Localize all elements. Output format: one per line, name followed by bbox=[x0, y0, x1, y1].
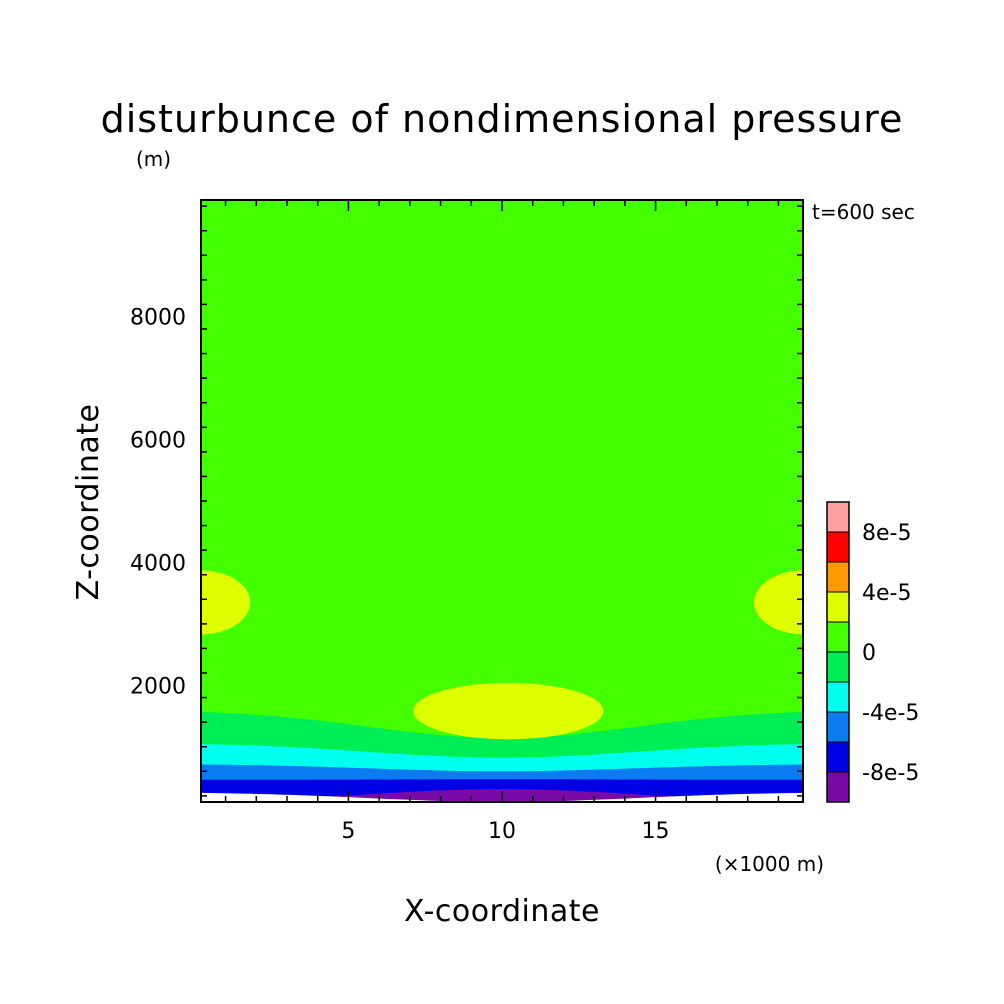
colorbar-segment bbox=[826, 501, 850, 533]
colorbar-segment bbox=[826, 591, 850, 623]
colorbar-labels: -8e-5 -4e-5 0 4e-5 8e-5 bbox=[862, 521, 919, 786]
colorbar-segment bbox=[826, 741, 850, 773]
y-tick-label: 6000 bbox=[130, 429, 186, 454]
axis-ticks bbox=[201, 200, 803, 802]
contour-band bbox=[201, 792, 803, 802]
time-label: t=600 sec bbox=[812, 200, 915, 224]
colorbar-label: 0 bbox=[862, 641, 876, 666]
colorbar-segment bbox=[826, 651, 850, 683]
colorbar-label: 4e-5 bbox=[862, 581, 911, 606]
x-axis-label: X-coordinate bbox=[404, 894, 600, 929]
colorbar-frame bbox=[826, 501, 850, 803]
contour-regions bbox=[201, 570, 803, 740]
contour-region bbox=[753, 570, 803, 635]
colorbar-segment bbox=[826, 771, 850, 803]
plot-area bbox=[201, 200, 803, 802]
colorbar-segment bbox=[826, 681, 850, 713]
colorbar-segment bbox=[826, 561, 850, 593]
y-tick-label: 2000 bbox=[130, 674, 186, 699]
colorbar-segment bbox=[826, 531, 850, 563]
colorbar-segment bbox=[826, 621, 850, 653]
x-tick-labels: 5 10 15 bbox=[341, 819, 669, 844]
x-tick-label: 15 bbox=[642, 819, 670, 844]
x-tick-label: 5 bbox=[341, 819, 355, 844]
colorbar-label: 8e-5 bbox=[862, 521, 911, 546]
contour-region bbox=[412, 682, 604, 740]
colorbar-label: -4e-5 bbox=[862, 701, 919, 726]
y-tick-labels: 2000 4000 6000 8000 bbox=[130, 306, 186, 700]
y-axis-label: Z-coordinate bbox=[71, 404, 106, 601]
x-tick-label: 10 bbox=[488, 819, 516, 844]
colorbar bbox=[826, 501, 850, 803]
colorbar-label: -8e-5 bbox=[862, 761, 919, 786]
chart-title: disturbunce of nondimensional pressure bbox=[101, 97, 904, 141]
y-tick-label: 8000 bbox=[130, 306, 186, 331]
contour-region bbox=[201, 570, 251, 635]
colorbar-segment bbox=[826, 711, 850, 743]
x-unit-label: (×1000 m) bbox=[715, 852, 824, 876]
y-tick-label: 4000 bbox=[130, 551, 186, 576]
unit-label: (m) bbox=[136, 147, 171, 171]
contour-bands bbox=[201, 712, 803, 802]
